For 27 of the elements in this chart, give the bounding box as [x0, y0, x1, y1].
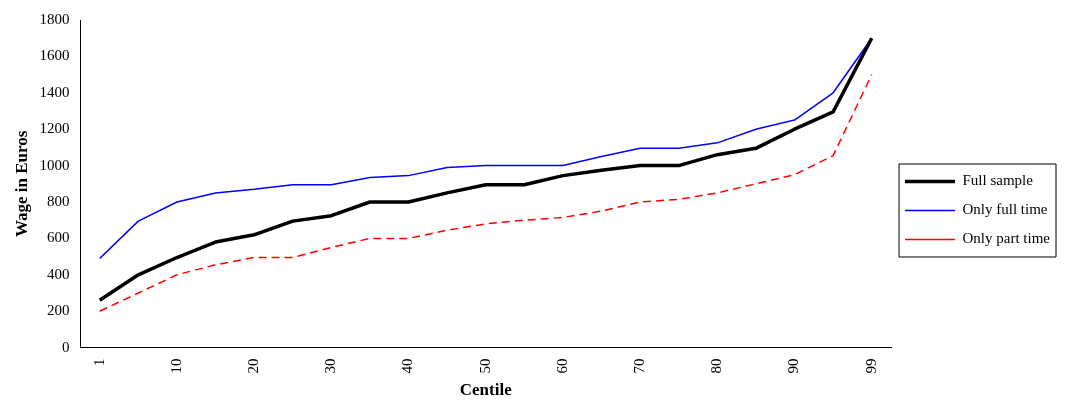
y-tick-label: 0 [61, 338, 70, 355]
x-tick-label: 50 [476, 358, 493, 374]
x-tick-label: 1 [90, 358, 107, 367]
x-tick-label: 40 [399, 358, 416, 374]
y-tick-label: 400 [46, 265, 70, 282]
y-tick-label: 1200 [39, 120, 70, 137]
line-series [98, 73, 873, 312]
legend-label: Only full time [962, 201, 1048, 218]
x-tick-label: 99 [862, 358, 879, 374]
x-tick-label: 60 [553, 358, 570, 374]
y-axis-title: Wage in Euros [11, 130, 31, 238]
y-tick-label: 200 [46, 302, 70, 319]
legend-label: Full sample [962, 172, 1034, 189]
x-tick-label: 30 [322, 358, 339, 374]
y-tick-label: 1400 [39, 83, 70, 100]
y-tick-label: 600 [46, 229, 70, 246]
y-tick-label: 800 [46, 192, 70, 209]
x-tick-label: 70 [631, 358, 648, 374]
y-tick-label: 1800 [39, 10, 70, 27]
y-tick-label: 1600 [39, 47, 70, 64]
x-axis-title: Centile [459, 380, 513, 400]
x-tick-label: 90 [785, 358, 802, 374]
x-tick-label: 10 [167, 358, 184, 374]
y-tick-label: 1000 [39, 156, 70, 173]
x-tick-label: 20 [245, 358, 262, 374]
legend-label: Only part time [962, 230, 1051, 247]
x-tick-label: 80 [708, 358, 725, 374]
